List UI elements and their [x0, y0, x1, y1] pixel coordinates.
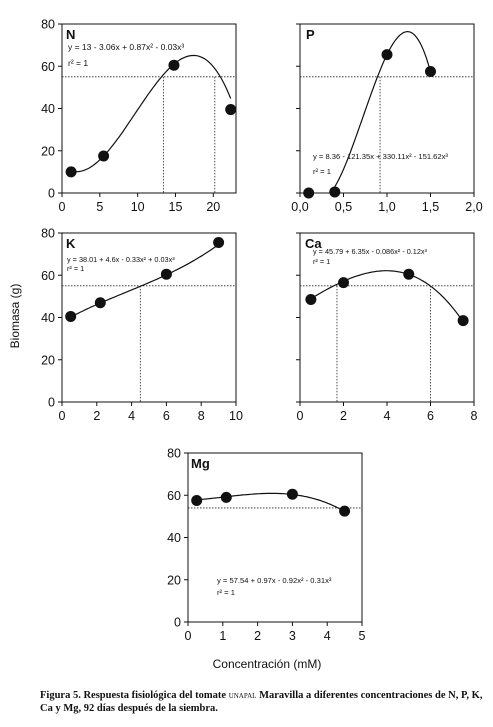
x-tick-label: 2: [93, 409, 100, 423]
y-tick-label: 80: [41, 18, 55, 32]
regression-equation: y = 8.36 - 121.35x + 330.11x² - 151.62x³: [313, 152, 448, 161]
data-point: [65, 166, 77, 178]
x-tick-label: 4: [128, 409, 135, 423]
x-tick-label: 10: [229, 409, 243, 423]
panel-k: 0 20 40 60 80 0 2 4 6 8 10 Ky = 38.01 + 4.6x - 0.33…: [41, 227, 243, 424]
data-point: [225, 104, 237, 116]
x-tick-label: 3: [289, 629, 296, 643]
plot-frame: [187, 452, 363, 623]
panel-label: Mg: [191, 456, 210, 471]
x-tick-label: 20: [206, 200, 220, 214]
regression-equation: y = 38.01 + 4.6x - 0.33x² + 0.03x³: [67, 255, 175, 264]
figure-caption: Figura 5. Respuesta fisiológica del toma…: [40, 689, 485, 715]
y-tick-label: 0: [48, 396, 55, 410]
x-tick-label: 10: [131, 200, 145, 214]
fit-curve: [334, 30, 432, 188]
panel-label: P: [306, 27, 315, 42]
panel-label: K: [66, 236, 76, 251]
data-point: [220, 491, 232, 503]
data-point: [303, 187, 315, 199]
x-tick-label: 0,5: [335, 200, 352, 214]
data-point: [381, 49, 393, 61]
data-point: [305, 294, 317, 306]
x-tick-label: 5: [359, 629, 366, 643]
x-tick-label: 1,0: [378, 200, 395, 214]
y-tick-label: 40: [41, 311, 55, 325]
r-squared: r² = 1: [68, 58, 88, 68]
r-squared: r² = 1: [67, 264, 84, 273]
panel-ca: 0 2 4 6 8 Cay = 45.79 + 6.35x - 0.086x² - 0.1…: [296, 232, 478, 423]
fit-curve: [70, 54, 232, 173]
x-tick-label: 2: [340, 409, 347, 423]
data-point: [94, 297, 106, 309]
data-point: [191, 495, 203, 507]
x-axis-label: Concentración (mM): [213, 657, 322, 671]
data-point: [425, 66, 436, 78]
x-tick-label: 8: [471, 409, 478, 423]
caption-smallcaps: unapal: [228, 690, 257, 701]
panel-mg: 0 20 40 60 80 0 1 2 3 4 5 Mg y = 57.54 + 0.97x - 0.9…: [167, 447, 365, 644]
x-tick-label: 15: [169, 200, 183, 214]
caption-suffix: Maravilla a diferentes concentraciones d…: [40, 690, 483, 714]
x-tick-label: 5: [96, 200, 103, 214]
caption-prefix: Figura 5. Respuesta fisiológica del toma…: [40, 690, 229, 701]
x-tick-label: 0,0: [291, 200, 308, 214]
y-axis-label: Biomasa (g): [8, 284, 22, 349]
y-tick-label: 80: [41, 227, 55, 241]
x-tick-label: 0: [185, 629, 192, 643]
x-tick-label: 2: [254, 629, 261, 643]
fit-curve: [310, 270, 464, 323]
panel-p: 0,0 0,5 1,0 1,5 2,0 Py = 8.36 - 121.35x + 330…: [291, 23, 483, 214]
y-tick-label: 60: [41, 269, 55, 283]
r-squared: r² = 1: [217, 588, 235, 597]
data-point: [457, 315, 469, 327]
x-tick-label: 4: [384, 409, 391, 423]
data-point: [160, 268, 172, 280]
x-tick-label: 6: [427, 409, 434, 423]
data-point: [65, 310, 77, 322]
y-tick-label: 20: [167, 573, 181, 587]
x-tick-label: 0: [59, 409, 66, 423]
y-tick-label: 40: [41, 102, 55, 116]
r-squared: r² = 1: [313, 257, 330, 266]
y-tick-label: 60: [167, 489, 181, 503]
data-point: [329, 186, 341, 198]
data-point: [338, 277, 349, 289]
panel-label: N: [66, 27, 75, 42]
x-tick-label: 1,5: [422, 200, 439, 214]
fit-curve: [70, 244, 219, 318]
fit-curve: [196, 492, 345, 513]
panel-n: 0 20 40 60 80 0 5 10 15 20 Ny = 13 - 3.06x + 0.87x…: [41, 18, 237, 214]
data-point: [339, 505, 351, 517]
y-tick-label: 60: [41, 60, 55, 74]
x-tick-label: 2,0: [465, 200, 482, 214]
y-tick-label: 0: [48, 187, 55, 201]
y-tick-label: 40: [167, 531, 181, 545]
x-tick-label: 4: [324, 629, 331, 643]
data-point: [98, 150, 110, 162]
regression-equation: y = 13 - 3.06x + 0.87x² - 0.03x³: [68, 42, 184, 52]
x-tick-label: 0: [297, 409, 304, 423]
x-tick-label: 0: [59, 200, 66, 214]
data-point: [213, 237, 225, 249]
y-tick-label: 0: [174, 616, 181, 630]
r-squared: r² = 1: [313, 167, 331, 176]
x-tick-label: 1: [219, 629, 226, 643]
regression-equation: y = 57.54 + 0.97x - 0.92x² - 0.31x³: [217, 576, 332, 585]
x-tick-label: 8: [198, 409, 205, 423]
y-tick-label: 20: [41, 353, 55, 367]
data-point: [403, 268, 415, 280]
data-point: [168, 59, 180, 71]
x-tick-label: 6: [163, 409, 170, 423]
data-point: [286, 488, 298, 500]
panel-label: Ca: [305, 236, 322, 251]
y-tick-label: 20: [41, 144, 55, 158]
regression-equation: y = 45.79 + 6.35x - 0.086x² - 0.12x³: [313, 247, 428, 256]
y-tick-label: 80: [167, 447, 181, 461]
